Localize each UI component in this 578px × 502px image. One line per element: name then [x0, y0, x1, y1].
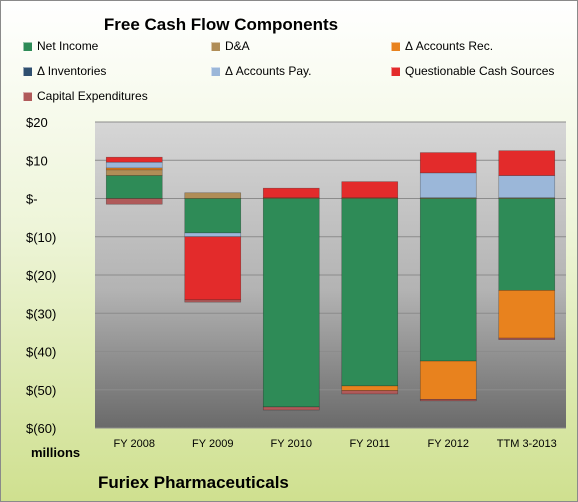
company-name: Furiex Pharmaceuticals: [98, 473, 289, 492]
legend-label: Net Income: [37, 39, 99, 53]
y-tick-label: $(30): [26, 306, 56, 321]
bar-segment: [184, 299, 242, 303]
legend-item: Questionable Cash Sources: [391, 64, 554, 78]
x-tick-label: FY 2009: [192, 438, 233, 450]
x-tick-label: TTM 3-2013: [497, 438, 557, 450]
bar-segment: [498, 198, 556, 291]
legend-swatch: [23, 66, 32, 76]
y-tick-label: $(10): [26, 230, 56, 245]
y-tick-label: $(20): [26, 268, 56, 283]
bar-segment: [262, 187, 320, 199]
bar-segment: [105, 169, 163, 176]
bar-segment: [105, 175, 163, 199]
bar-segment: [262, 406, 320, 411]
legend-item: Δ Inventories: [23, 64, 106, 78]
x-tick-label: FY 2012: [428, 438, 469, 450]
x-tick-label: FY 2008: [114, 438, 155, 450]
legend-label: D&A: [225, 39, 250, 53]
bar-segment: [419, 198, 477, 362]
legend-item: Net Income: [23, 39, 98, 53]
bar-segment: [498, 289, 556, 339]
bar-segment: [105, 161, 163, 169]
bar-segment: [498, 150, 556, 176]
legend-item: Capital Expenditures: [23, 89, 148, 103]
bar-segment: [498, 175, 556, 199]
bar-segment: [184, 232, 242, 238]
bar-segment: [184, 192, 242, 199]
chart-title: Free Cash Flow Components: [103, 15, 339, 34]
legend-label: Δ Accounts Pay.: [225, 64, 312, 78]
bar-segment: [184, 236, 242, 301]
bar-segment: [419, 399, 477, 402]
legend-item: Δ Accounts Pay.: [211, 64, 312, 78]
y-tick-label: $(50): [26, 383, 56, 398]
x-tick-label: FY 2010: [271, 438, 312, 450]
legend-swatch: [211, 66, 220, 76]
x-tick-label: FY 2011: [349, 438, 390, 450]
bar-segment: [341, 198, 399, 387]
y-tick-label: $-: [26, 192, 38, 207]
bar-segment: [341, 390, 399, 395]
legend-swatch: [23, 41, 32, 51]
legend-label: Δ Accounts Rec.: [405, 39, 494, 53]
legend-item: Δ Accounts Rec.: [391, 39, 493, 53]
bar-segment: [184, 198, 242, 234]
y-units-label: millions: [31, 445, 81, 460]
legend-label: Capital Expenditures: [37, 89, 148, 103]
bar-segment: [498, 337, 556, 340]
bar-segment: [419, 172, 477, 199]
y-tick-label: $10: [26, 153, 48, 168]
y-tick-label: $(60): [26, 421, 56, 436]
bar-segment: [419, 152, 477, 174]
bar-segment: [105, 198, 163, 205]
legend-swatch: [211, 41, 220, 51]
legend-swatch: [391, 41, 400, 51]
bar-segment: [262, 198, 320, 408]
bar-segment: [341, 181, 399, 199]
bar-segment: [419, 360, 477, 400]
legend-swatch: [23, 91, 32, 101]
y-tick-label: $(40): [26, 345, 56, 360]
bar-segment: [105, 156, 163, 163]
legend-item: D&A: [211, 39, 250, 53]
legend-label: Δ Inventories: [37, 64, 107, 78]
legend-label: Questionable Cash Sources: [405, 64, 555, 78]
y-tick-label: $20: [26, 115, 48, 130]
legend-swatch: [391, 66, 400, 76]
bar-segment: [341, 385, 399, 391]
